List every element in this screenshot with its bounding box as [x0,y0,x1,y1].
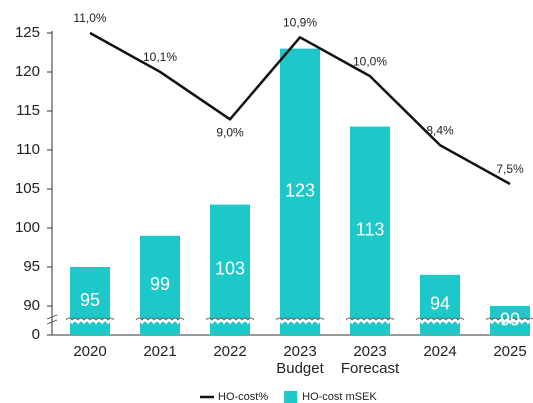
line-value-label: 9,0% [216,125,244,139]
x-tick-label: 2022 [213,343,247,360]
y-tick-label: 120 [15,63,40,80]
x-tick-label: 2025 [493,343,527,360]
axis-break-edge [415,317,465,321]
line [89,31,511,186]
bar-value-label: 99 [150,274,170,294]
y-tick-label: 105 [15,180,40,197]
line-value-label: 10,1% [143,50,177,64]
axis-break [344,318,396,325]
axis-break [64,318,116,325]
axis-break [46,314,58,325]
bar-value-label: 94 [430,294,450,314]
line-value-label: 10,0% [353,54,387,68]
bar-value-label: 103 [215,259,245,279]
line-value-label: 11,0% [73,11,106,25]
legend-label: HO-cost mSEK [302,391,377,403]
legend-label: HO-cost% [218,391,268,403]
legend-swatch [284,391,298,403]
axis-break [484,318,533,325]
axis-break [414,318,466,325]
bar-value-label: 113 [356,220,385,240]
line-value-label: 10,9% [283,15,317,29]
axis-break [274,318,326,325]
x-tick-label: 2020 [73,343,107,360]
axis-break-edge [205,317,255,321]
bar-value-label: 123 [285,181,315,201]
bar [280,48,320,335]
axis-break-edge [135,317,185,321]
y-tick-label: 90 [23,297,40,314]
y-tick-label: 100 [15,219,40,236]
x-tick-label: 2024 [423,343,457,360]
bar [420,274,460,335]
bar-value-label: 95 [80,290,100,310]
bar [350,126,390,335]
axis-break-edge [485,317,533,321]
axis-break [204,318,256,325]
axis-break-edge [345,317,395,321]
line-value-label: 8,4% [426,123,454,137]
axis-break-edge [65,317,115,321]
x-tick-label: 2023 Forecast [340,343,400,377]
bar [210,204,250,335]
x-tick-label: 2021 [143,343,177,360]
axis-break-edge [275,317,325,321]
y-tick-label: 125 [15,24,40,41]
y-tick-label: 0 [32,326,40,343]
axis-break [134,318,186,325]
bar-value-label: 90 [500,309,520,329]
line-value-label: 7,5% [496,162,524,176]
y-tick-label: 115 [16,102,40,119]
y-tick-label: 110 [16,141,40,158]
x-tick-label: 2023 Budget [276,343,324,377]
y-tick-label: 95 [23,258,40,275]
